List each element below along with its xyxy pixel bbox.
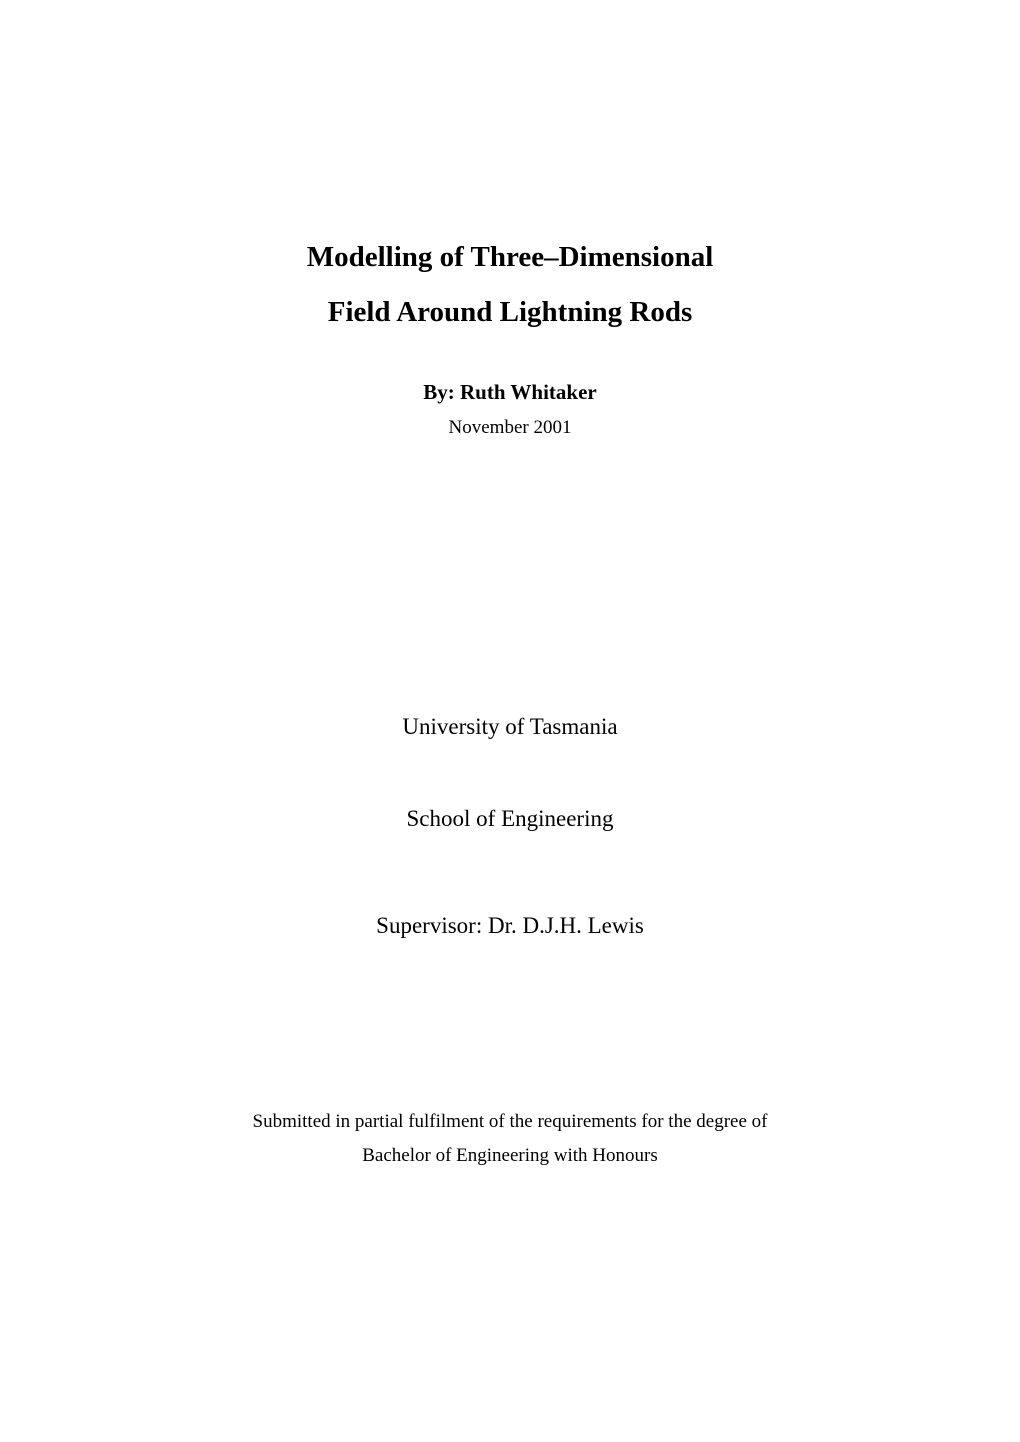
title-line-1: Modelling of Three–Dimensional	[307, 230, 714, 285]
submission-block: Submitted in partial fulfilment of the r…	[253, 1105, 768, 1173]
title-page: Modelling of Three–Dimensional Field Aro…	[0, 0, 1020, 1442]
author-line: By: Ruth Whitaker	[307, 380, 714, 405]
submission-line-1: Submitted in partial fulfilment of the r…	[253, 1105, 768, 1139]
title-line-2: Field Around Lightning Rods	[307, 285, 714, 340]
supervisor-line: Supervisor: Dr. D.J.H. Lewis	[376, 908, 644, 945]
affiliation-block: University of Tasmania School of Enginee…	[376, 709, 644, 944]
institution-line: University of Tasmania	[376, 709, 644, 746]
date-line: November 2001	[307, 417, 714, 439]
submission-line-2: Bachelor of Engineering with Honours	[253, 1139, 768, 1173]
title-block: Modelling of Three–Dimensional Field Aro…	[307, 230, 714, 439]
school-line: School of Engineering	[376, 801, 644, 838]
